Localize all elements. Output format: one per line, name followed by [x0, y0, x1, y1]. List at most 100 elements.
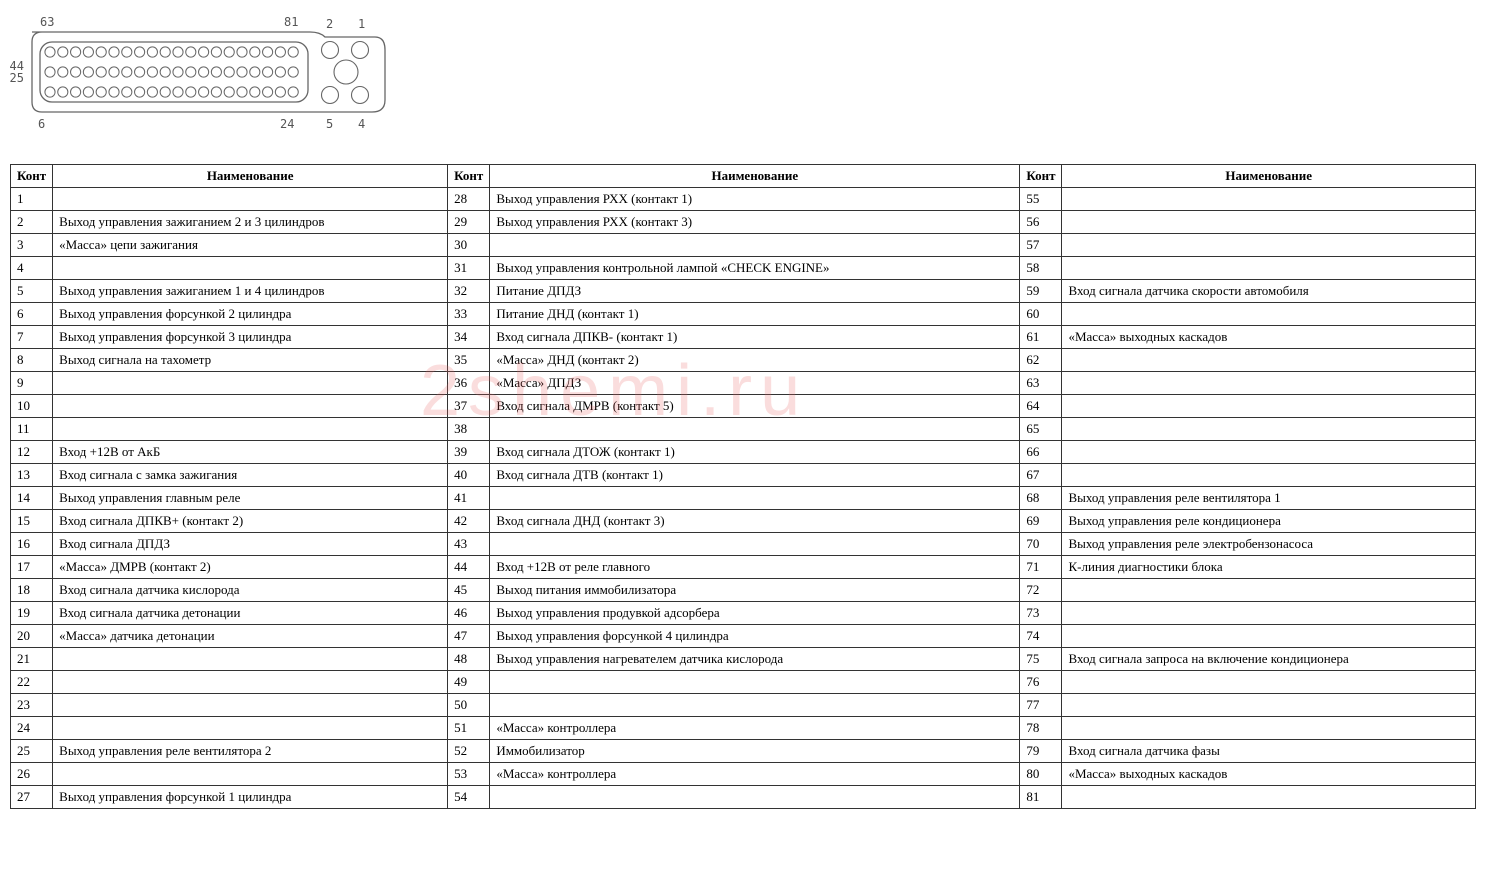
pin-name — [53, 188, 448, 211]
pin-number: 71 — [1020, 556, 1062, 579]
pin-name: Выход управления контрольной лампой «CHE… — [490, 257, 1020, 280]
pin-number: 75 — [1020, 648, 1062, 671]
pin-number: 33 — [448, 303, 490, 326]
pin-name — [490, 234, 1020, 257]
pin-number: 55 — [1020, 188, 1062, 211]
pin-name — [1062, 671, 1476, 694]
pin-number: 61 — [1020, 326, 1062, 349]
pin-name: Вход сигнала ДПКВ+ (контакт 2) — [53, 510, 448, 533]
pin-number: 19 — [11, 602, 53, 625]
pin-number: 74 — [1020, 625, 1062, 648]
pin-name: «Масса» ДНД (контакт 2) — [490, 349, 1020, 372]
header-name-2: Наименование — [490, 165, 1020, 188]
pin-name: Выход управления реле вентилятора 2 — [53, 740, 448, 763]
pin-number: 64 — [1020, 395, 1062, 418]
pin-name: Питание ДПДЗ — [490, 280, 1020, 303]
pin-name: «Масса» контроллера — [490, 717, 1020, 740]
pin-number: 47 — [448, 625, 490, 648]
pin-name: «Масса» ДМРВ (контакт 2) — [53, 556, 448, 579]
pin-name: «Масса» выходных каскадов — [1062, 763, 1476, 786]
pin-name — [53, 257, 448, 280]
pin-name — [490, 418, 1020, 441]
table-row: 3«Масса» цепи зажигания3057 — [11, 234, 1476, 257]
pin-number: 46 — [448, 602, 490, 625]
pin-name — [490, 671, 1020, 694]
pin-number: 30 — [448, 234, 490, 257]
pin-name — [490, 487, 1020, 510]
svg-text:63: 63 — [40, 15, 54, 29]
pin-name — [53, 648, 448, 671]
pin-name: Вход сигнала датчика детонации — [53, 602, 448, 625]
pin-number: 58 — [1020, 257, 1062, 280]
svg-text:6: 6 — [38, 117, 45, 131]
pin-number: 45 — [448, 579, 490, 602]
table-row: 16Вход сигнала ДПДЗ4370Выход управления … — [11, 533, 1476, 556]
table-row: 17«Масса» ДМРВ (контакт 2)44Вход +12В от… — [11, 556, 1476, 579]
pin-name: Выход сигнала на тахометр — [53, 349, 448, 372]
pin-number: 42 — [448, 510, 490, 533]
table-row: 128Выход управления РХХ (контакт 1)55 — [11, 188, 1476, 211]
pin-name: Вход сигнала датчика фазы — [1062, 740, 1476, 763]
pin-number: 36 — [448, 372, 490, 395]
pin-name: Вход сигнала ДНД (контакт 3) — [490, 510, 1020, 533]
pin-name: Вход сигнала датчика скорости автомобиля — [1062, 280, 1476, 303]
pin-number: 76 — [1020, 671, 1062, 694]
pin-name: Выход управления форсункой 1 цилиндра — [53, 786, 448, 809]
pin-number: 7 — [11, 326, 53, 349]
pin-name: Выход управления форсункой 4 цилиндра — [490, 625, 1020, 648]
pin-name — [1062, 464, 1476, 487]
pin-name: «Масса» цепи зажигания — [53, 234, 448, 257]
table-row: 6Выход управления форсункой 2 цилиндра33… — [11, 303, 1476, 326]
pin-number: 63 — [1020, 372, 1062, 395]
pin-number: 65 — [1020, 418, 1062, 441]
table-row: 12Вход +12В от АкБ39Вход сигнала ДТОЖ (к… — [11, 441, 1476, 464]
pin-name: Выход управления РХХ (контакт 3) — [490, 211, 1020, 234]
pin-number: 51 — [448, 717, 490, 740]
pin-number: 6 — [11, 303, 53, 326]
pin-name: Выход управления РХХ (контакт 1) — [490, 188, 1020, 211]
table-row: 14Выход управления главным реле4168Выход… — [11, 487, 1476, 510]
pin-number: 25 — [11, 740, 53, 763]
pin-name: Выход управления реле вентилятора 1 — [1062, 487, 1476, 510]
pin-name: Питание ДНД (контакт 1) — [490, 303, 1020, 326]
connector-diagram: 634425681242154 — [10, 10, 410, 144]
pin-number: 29 — [448, 211, 490, 234]
pin-number: 17 — [11, 556, 53, 579]
pin-number: 72 — [1020, 579, 1062, 602]
pin-name — [1062, 418, 1476, 441]
pin-name — [53, 671, 448, 694]
pin-name: «Масса» контроллера — [490, 763, 1020, 786]
table-row: 25Выход управления реле вентилятора 252И… — [11, 740, 1476, 763]
table-row: 5Выход управления зажиганием 1 и 4 цилин… — [11, 280, 1476, 303]
pin-number: 56 — [1020, 211, 1062, 234]
table-row: 224976 — [11, 671, 1476, 694]
pin-number: 60 — [1020, 303, 1062, 326]
pin-name — [1062, 786, 1476, 809]
pin-name: Выход управления главным реле — [53, 487, 448, 510]
pinout-table: Конт Наименование Конт Наименование Конт… — [10, 164, 1476, 809]
pin-number: 69 — [1020, 510, 1062, 533]
table-row: 8Выход сигнала на тахометр35«Масса» ДНД … — [11, 349, 1476, 372]
pin-number: 5 — [11, 280, 53, 303]
table-row: 113865 — [11, 418, 1476, 441]
pin-name — [1062, 625, 1476, 648]
pin-name: Вход сигнала датчика кислорода — [53, 579, 448, 602]
pin-name — [1062, 441, 1476, 464]
svg-text:5: 5 — [326, 117, 333, 131]
header-pin-2: Конт — [448, 165, 490, 188]
table-row: 936«Масса» ДПДЗ63 — [11, 372, 1476, 395]
pin-number: 62 — [1020, 349, 1062, 372]
pin-number: 79 — [1020, 740, 1062, 763]
pin-name — [1062, 579, 1476, 602]
pin-name: К-линия диагностики блока — [1062, 556, 1476, 579]
pin-name — [1062, 234, 1476, 257]
header-name-3: Наименование — [1062, 165, 1476, 188]
pin-number: 52 — [448, 740, 490, 763]
pin-number: 31 — [448, 257, 490, 280]
pin-name — [53, 717, 448, 740]
pin-number: 37 — [448, 395, 490, 418]
pin-number: 73 — [1020, 602, 1062, 625]
pin-name: Вход сигнала с замка зажигания — [53, 464, 448, 487]
table-row: 13Вход сигнала с замка зажигания40Вход с… — [11, 464, 1476, 487]
table-row: 431Выход управления контрольной лампой «… — [11, 257, 1476, 280]
